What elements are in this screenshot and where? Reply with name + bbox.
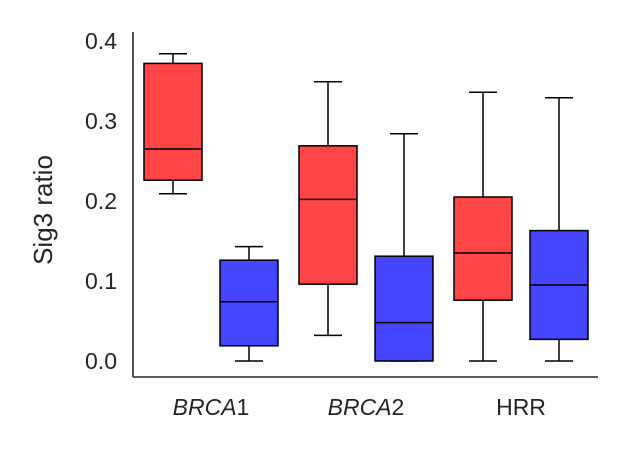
box-red-3 [453,91,513,362]
y-tick-label: 0.4 [85,28,117,54]
x-category-labels: BRCA1 BRCA2 HRR [173,394,546,420]
x-category-label: HRR [496,394,546,420]
y-tick-labels: 0.0 0.1 0.2 0.3 0.4 [85,28,117,374]
category-label-plain: HRR [496,394,546,420]
x-category-label: BRCA2 [328,394,405,420]
category-label-italic: BRCA [173,394,237,420]
y-tick-label: 0.1 [85,268,117,294]
box-blue-2 [374,133,434,362]
y-tick-label: 0.2 [85,188,117,214]
box-red-1 [143,53,203,195]
x-category-label: BRCA1 [173,394,250,420]
iqr-box [453,196,513,301]
y-tick-label: 0.0 [85,348,117,374]
iqr-box [143,62,203,181]
box-blue-3 [529,97,589,362]
iqr-box [219,259,279,347]
category-label-plain: 2 [392,394,405,420]
category-label-italic: BRCA [328,394,392,420]
boxes [143,53,589,362]
y-tick-label: 0.3 [85,108,117,134]
category-label-plain: 1 [237,394,250,420]
box-blue-1 [219,245,279,362]
iqr-box [298,145,358,285]
y-axis-title: Sig3 ratio [28,155,58,265]
box-red-2 [298,81,358,337]
iqr-box [374,255,434,362]
